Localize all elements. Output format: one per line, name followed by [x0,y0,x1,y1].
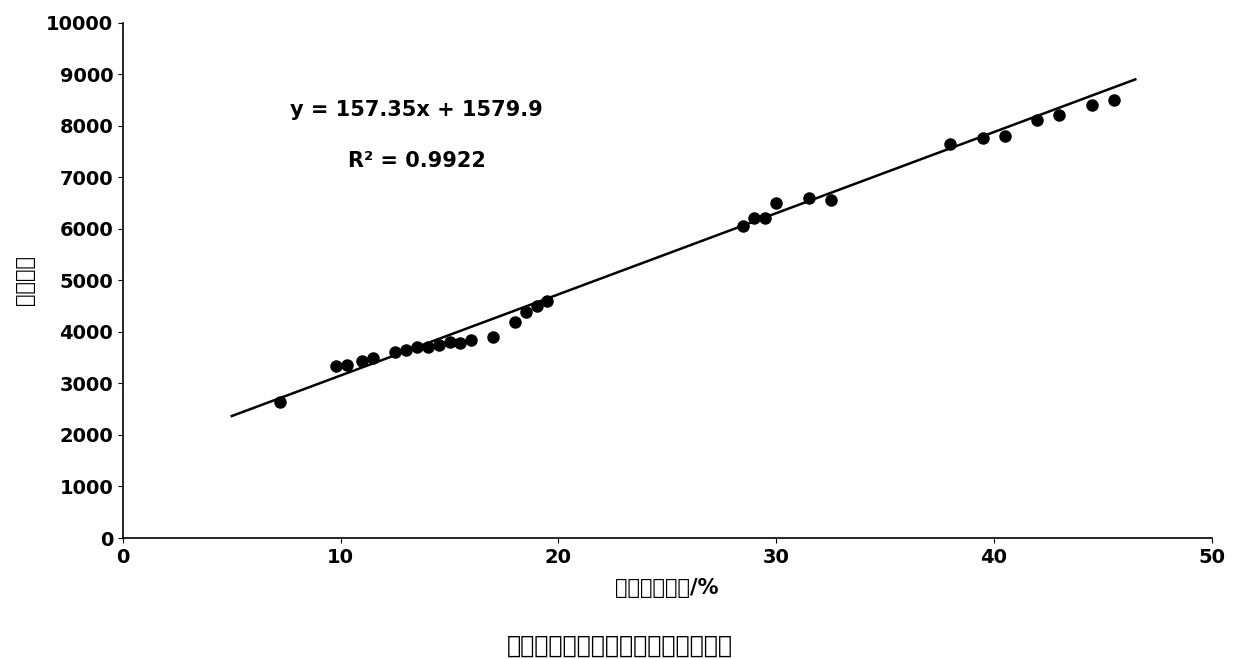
Text: R² = 0.9922: R² = 0.9922 [348,152,486,171]
Point [821,195,841,206]
Text: 总信号量与种子干基水分含量的关系: 总信号量与种子干基水分含量的关系 [507,633,733,658]
Point [386,347,405,358]
Point [799,192,818,203]
Point [516,307,536,318]
Point [538,296,558,306]
Point [1049,110,1069,121]
Point [418,342,438,353]
Point [766,198,786,208]
Point [450,338,470,349]
Point [484,331,503,342]
Point [270,397,290,408]
Point [429,339,449,350]
Point [1028,115,1048,126]
Y-axis label: 总信号値: 总信号値 [15,255,35,305]
Point [505,316,525,327]
Point [352,356,372,366]
Point [337,360,357,370]
Point [744,213,764,223]
Point [527,301,547,311]
Point [363,353,383,363]
Text: y = 157.35x + 1579.9: y = 157.35x + 1579.9 [290,100,543,120]
Point [755,213,775,223]
Point [326,361,346,372]
Point [940,138,960,149]
Point [1081,100,1101,110]
Point [973,133,993,144]
Point [440,337,460,347]
Point [994,130,1014,141]
Point [461,334,481,345]
Point [1104,94,1123,105]
X-axis label: 干基水分含量/%: 干基水分含量/% [615,578,719,598]
Point [734,221,754,231]
Point [407,342,427,353]
Point [396,345,415,355]
